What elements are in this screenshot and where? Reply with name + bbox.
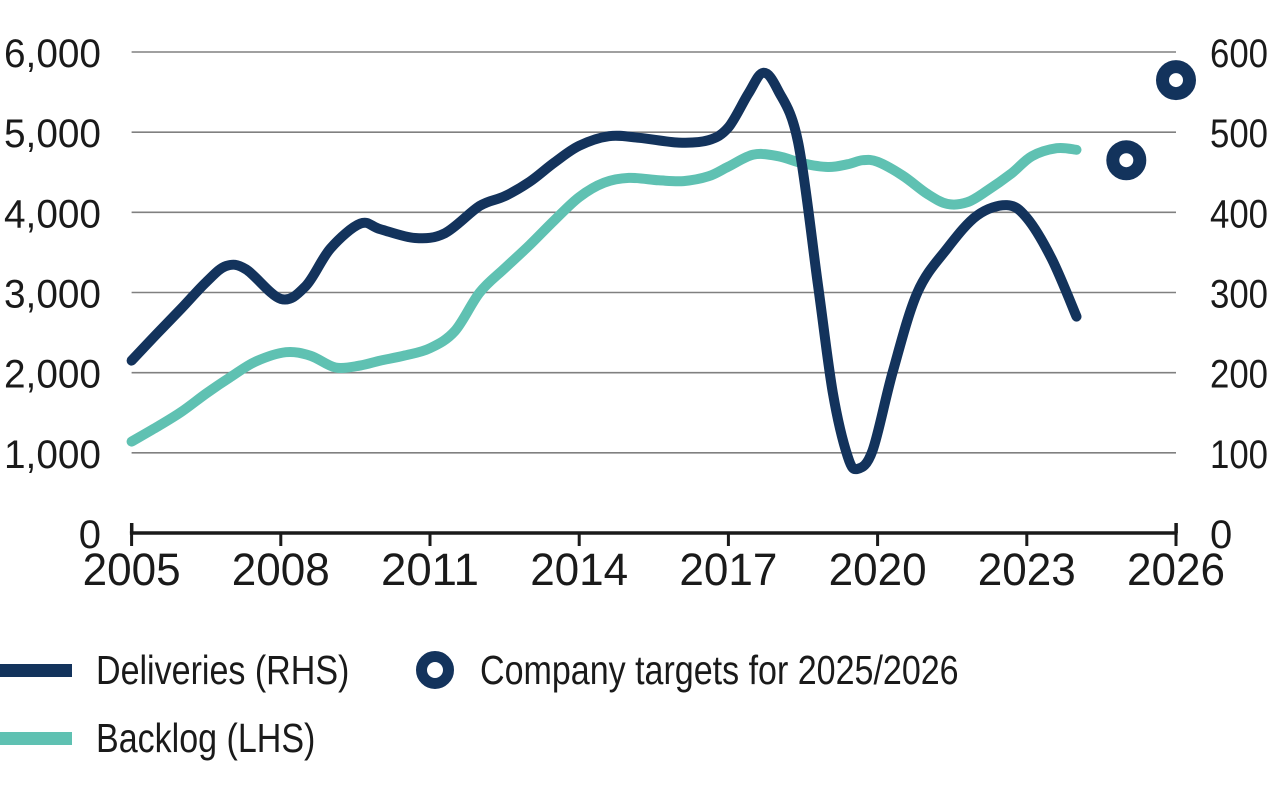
target-marker-2025 xyxy=(1106,140,1147,181)
deliveries-line xyxy=(126,67,1082,475)
x-axis-tick-label: 2017 xyxy=(679,544,777,595)
legend-item-backlog: Backlog (LHS) xyxy=(0,714,360,761)
x-axis-tick-label: 2023 xyxy=(978,544,1076,595)
backlog-line-swatch xyxy=(0,731,72,745)
y-axis-right-tick-label: 600 xyxy=(1210,32,1268,76)
backlog-line xyxy=(126,142,1082,447)
y-axis-left-tick-label: 3,000 xyxy=(4,273,101,317)
y-axis-left-tick-label: 0 xyxy=(79,513,101,557)
y-axis-right-tick-label: 500 xyxy=(1210,112,1268,156)
y-axis-left-tick-label: 1,000 xyxy=(4,433,101,477)
x-axis-tick-label: 2005 xyxy=(83,544,181,595)
legend-item-deliveries: Deliveries (RHS) xyxy=(0,646,401,693)
legend-item-company-targets: Company targets for 2025/2026 xyxy=(416,646,1057,693)
y-axis-left-tick-label: 5,000 xyxy=(4,112,101,156)
x-axis-tick-label: 2020 xyxy=(829,544,927,595)
y-axis-right-tick-label: 0 xyxy=(1210,513,1232,557)
x-axis-tick-label: 2011 xyxy=(381,544,479,595)
y-axis-left-tick-label: 2,000 xyxy=(4,353,101,397)
legend-label-backlog: Backlog (LHS) xyxy=(96,714,316,761)
x-axis-tick-label: 2014 xyxy=(530,544,628,595)
target-ring-icon xyxy=(416,651,454,689)
x-axis-tick-label: 2008 xyxy=(232,544,330,595)
legend-label-deliveries: Deliveries (RHS) xyxy=(96,646,350,693)
y-axis-left-tick-label: 6,000 xyxy=(4,32,101,76)
y-axis-left-tick-label: 4,000 xyxy=(4,192,101,236)
deliveries-line-swatch xyxy=(0,663,72,677)
legend-label-company-targets: Company targets for 2025/2026 xyxy=(480,646,959,693)
target-marker-2026 xyxy=(1156,60,1196,101)
x-axis-tick-label: 2026 xyxy=(1127,544,1225,595)
y-axis-right-tick-label: 100 xyxy=(1210,433,1268,477)
y-axis-right-tick-label: 400 xyxy=(1210,192,1268,236)
y-axis-right-tick-label: 300 xyxy=(1210,273,1268,317)
y-axis-right-tick-label: 200 xyxy=(1210,353,1268,397)
